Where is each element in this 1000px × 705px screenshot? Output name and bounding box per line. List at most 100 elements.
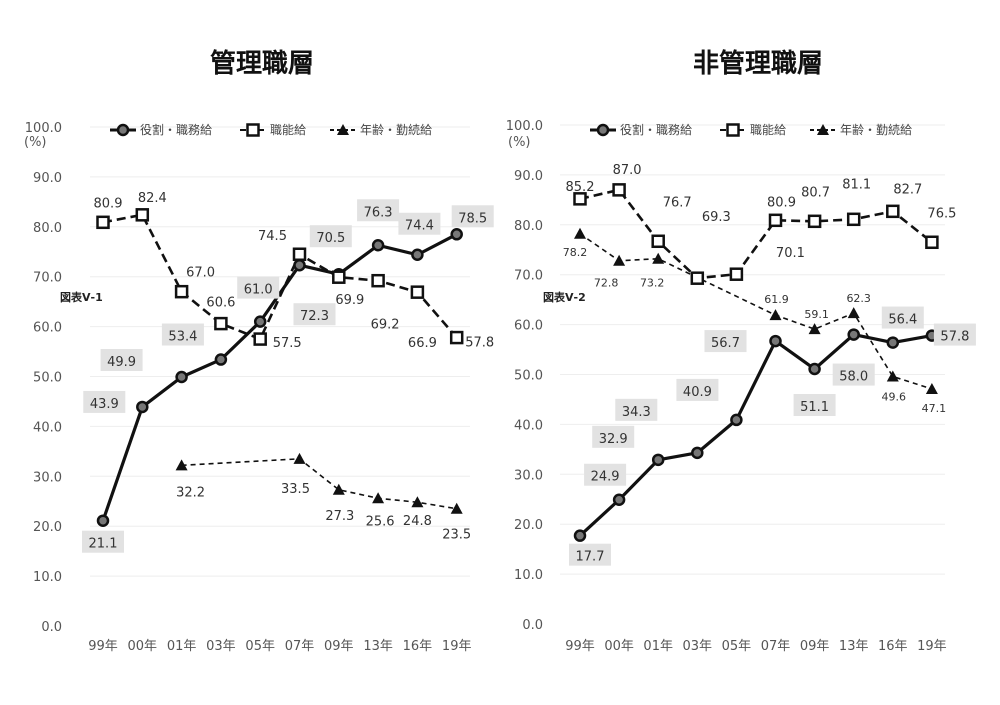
chart-title-right: 非管理職層 [693,49,823,79]
data-label: 32.2 [176,485,205,500]
data-label: 70.5 [316,231,345,246]
data-point [96,215,110,230]
data-label-box [237,276,280,299]
data-point [886,370,899,382]
data-label: 51.1 [800,400,829,415]
x-tick-label: 00年 [128,639,158,654]
y-tick-label: 60.0 [33,321,62,336]
data-point [729,267,744,281]
chart-title-left: 管理職層 [210,49,314,79]
y-tick-label: 20.0 [514,518,543,533]
data-label-box [398,212,441,235]
data-label: 43.9 [90,397,119,412]
data-point [573,192,587,206]
data-label: 82.4 [138,191,167,206]
x-tick-label: 00年 [604,639,634,654]
x-tick-label: 16年 [878,639,908,654]
data-point [332,483,345,495]
data-point [925,235,939,250]
data-label-box [569,543,611,566]
data-label: 24.8 [403,514,432,529]
series-line-0 [101,232,458,522]
data-point [651,234,665,249]
data-label: 58.0 [839,370,868,385]
data-label: 49.6 [882,390,907,403]
data-label: 57.8 [465,336,494,351]
data-label: 24.9 [591,470,620,485]
x-tick-label: 13年 [839,639,869,654]
x-tick-label: 16年 [403,639,433,654]
y-tick-label: 30.0 [33,470,62,485]
data-point [293,258,306,272]
data-label-box [584,463,627,486]
data-label: 61.0 [244,283,273,298]
data-label: 21.1 [89,537,118,552]
y-tick-label: 80.0 [33,221,62,236]
y-tick-label: 40.0 [33,420,62,435]
data-label: 80.7 [801,185,830,200]
legend-label: 役割・職務給 [140,122,212,137]
data-label: 32.9 [599,432,628,447]
data-point [135,208,150,222]
data-point [925,382,938,394]
data-point [96,514,110,527]
data-label: 53.4 [168,330,197,345]
data-point [175,459,188,471]
y-tick-label: 40.0 [514,418,543,433]
data-label: 72.8 [594,277,619,290]
data-label-box [100,348,143,371]
data-label: 60.6 [206,296,235,311]
data-point [372,492,385,504]
data-label: 73.2 [640,277,665,290]
data-point [690,271,705,285]
data-point [847,307,860,319]
y-tick-label: 10.0 [33,570,62,585]
data-point [730,413,743,427]
x-tick-label: 99年 [88,639,118,654]
data-label-box [704,330,747,353]
data-label-box [309,225,352,248]
data-label: 34.3 [622,405,651,420]
x-tick-label: 03年 [206,639,236,654]
x-tick-label: 01年 [643,639,673,654]
data-label: 23.5 [442,528,471,543]
data-point [332,270,346,284]
data-label: 85.2 [566,180,595,195]
y-tick-label: 0.0 [41,620,62,635]
series-line-0 [578,332,933,537]
data-label: 49.9 [107,355,136,370]
x-tick-label: 05年 [245,639,275,654]
data-point [214,316,228,331]
legend-label: 年齢・勤続給 [840,122,912,137]
x-tick-label: 13年 [363,639,393,654]
data-label: 66.9 [408,336,437,351]
y-tick-label: 50.0 [514,369,543,384]
data-point [371,273,385,288]
data-point [371,239,385,252]
data-label: 72.3 [300,309,329,324]
data-label: 57.5 [273,336,302,351]
data-label-box [676,378,719,401]
x-tick-label: 19年 [917,639,947,654]
y-unit-right: (%) [508,135,531,150]
data-point [175,370,188,384]
data-label-box [793,394,836,417]
data-label: 25.6 [366,514,395,529]
data-label: 76.5 [927,206,956,221]
x-tick-label: 99年 [565,639,595,654]
data-label: 69.3 [702,210,731,225]
x-tick-label: 07年 [285,639,315,654]
data-point [136,400,149,414]
data-point [449,330,464,345]
data-label: 57.8 [940,330,969,345]
data-label: 27.3 [325,509,354,524]
data-label-box [881,306,924,329]
legend-marker [817,124,829,135]
data-label-box [161,323,204,346]
x-tick-label: 09年 [324,639,354,654]
data-label: 74.4 [405,219,434,234]
legend-marker [726,123,740,137]
data-point [613,254,626,266]
x-tick-label: 07年 [761,639,791,654]
